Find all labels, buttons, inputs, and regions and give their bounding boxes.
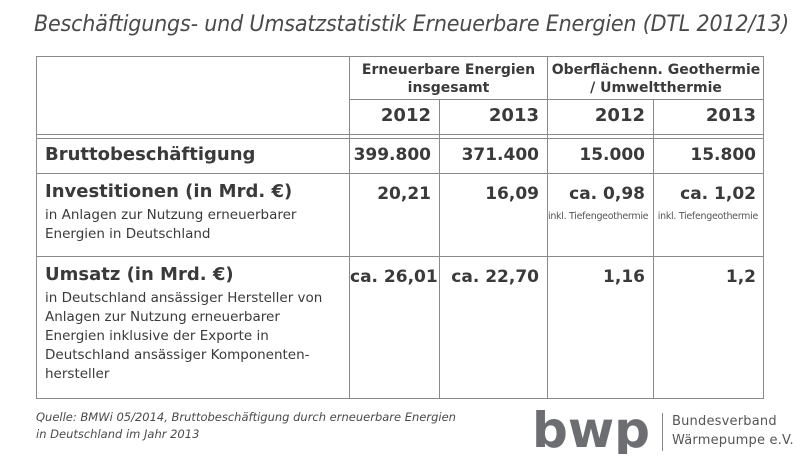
table-cell: 399.800 [353, 145, 431, 165]
year-header: 2012 [594, 105, 645, 126]
page-title: Beschäftigungs- und Umsatzstatistik Erne… [34, 12, 789, 37]
row-divider [37, 256, 763, 257]
row-divider [37, 173, 763, 174]
row-label-bruttobeschaeftigung: Bruttobeschäftigung [45, 144, 256, 165]
table-cell: 16,09 [485, 184, 539, 204]
year-header: 2013 [488, 105, 539, 126]
year-header: 2013 [705, 105, 756, 126]
column-divider [653, 99, 654, 398]
row-label-investitionen: Investitionen (in Mrd. €) [45, 181, 293, 202]
logo-divider [662, 413, 663, 451]
row-label-umsatz: Umsatz (in Mrd. €) [45, 264, 234, 285]
row-divider [349, 99, 763, 100]
row-divider [37, 138, 763, 139]
source-line: Quelle: BMWi 05/2014, Bruttobeschäftigun… [36, 410, 456, 424]
column-divider [349, 57, 350, 398]
row-description-umsatz: in Deutschland ansässiger Hersteller von… [45, 290, 323, 382]
table-cell: 15.800 [690, 145, 756, 165]
table-cell: 371.400 [461, 145, 539, 165]
table-cell: 1,16 [603, 267, 645, 287]
row-divider [37, 134, 763, 135]
group-header-erneuerbare: Erneuerbare Energien insgesamt [361, 62, 536, 96]
table-cell: 20,21 [377, 184, 431, 204]
table-cell: ca. 0,98 [569, 184, 645, 204]
table-cell: ca. 1,02 [680, 184, 756, 204]
statistics-table: Erneuerbare Energien insgesamt Oberfläch… [36, 56, 764, 399]
row-description-investitionen: in Anlagen zur Nutzung erneuerbarer Ener… [45, 207, 297, 242]
table-cell-note: inkl. Tiefengeothermie [548, 211, 649, 222]
logo-line: Wärmepumpe e.V. [672, 433, 794, 448]
column-divider [439, 99, 440, 398]
group-divider [547, 57, 548, 398]
table-cell-note: inkl. Tiefengeothermie [657, 211, 759, 222]
source-note: Quelle: BMWi 05/2014, Bruttobeschäftigun… [36, 409, 456, 443]
logo-line: Bundesverband [672, 414, 777, 429]
table-cell: 15.000 [579, 145, 645, 165]
bwp-logo: bwp [532, 410, 650, 454]
table-cell: ca. 26,01 [350, 267, 438, 287]
year-header: 2012 [380, 105, 431, 126]
table-cell: 1,2 [725, 267, 756, 287]
table-cell: ca. 22,70 [451, 267, 539, 287]
source-line: in Deutschland im Jahr 2013 [36, 427, 200, 441]
bwp-logo-mark: bwp [532, 410, 650, 454]
logo-text: Bundesverband Wärmepumpe e.V. [672, 412, 794, 450]
group-header-geothermie: Oberflächenn. Geothermie / Umweltthermie [551, 62, 761, 96]
